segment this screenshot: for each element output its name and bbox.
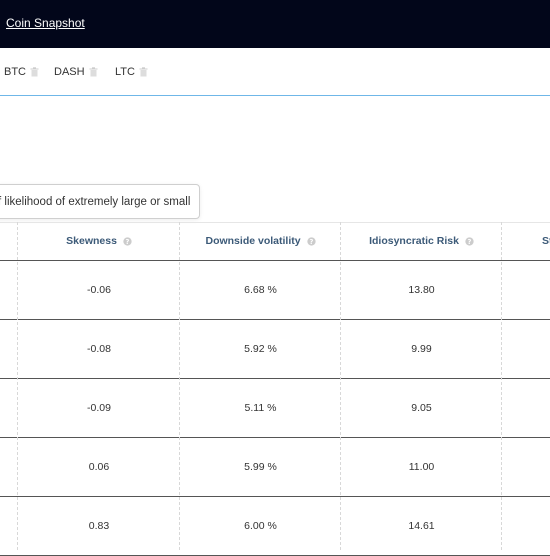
cell-downside-volatility: 5.11 % [244,402,277,414]
info-icon[interactable]: ? [306,237,316,246]
risk-metrics-table: Skewness ? Downside volatility ? Idiosyn… [0,222,550,556]
selected-coins-bar: BTC DASH LTC [0,48,550,96]
svg-text:?: ? [467,238,471,246]
metric-tooltip: f likelihood of extremely large or small [0,184,200,219]
trash-icon[interactable] [89,67,98,77]
column-header-skewness[interactable]: Skewness ? [18,223,180,260]
column-divider [17,222,18,550]
coin-label: LTC [115,66,135,78]
cell-skewness: -0.08 [87,343,111,355]
svg-text:?: ? [125,238,129,246]
cell-idiosyncratic-risk: 9.05 [411,402,432,414]
table-header-row: Skewness ? Downside volatility ? Idiosyn… [0,222,550,261]
column-divider [179,222,180,550]
column-header-downside-volatility[interactable]: Downside volatility ? [180,223,341,260]
trash-icon[interactable] [139,67,148,77]
info-icon[interactable]: ? [465,237,474,246]
column-header-partial[interactable]: St [542,235,550,247]
cell-idiosyncratic-risk: 13.80 [408,284,435,296]
coin-label: BTC [4,66,26,78]
cell-skewness: 0.83 [88,520,110,532]
cell-skewness: -0.09 [87,402,111,414]
trash-icon[interactable] [30,67,39,77]
top-navigation-bar: Coin Snapshot [0,0,550,48]
cell-skewness: 0.06 [88,461,110,473]
cell-downside-volatility: 5.99 % [244,461,277,473]
coin-chip-btc[interactable]: BTC [4,66,39,78]
table-row: -0.08 5.92 % 9.99 [0,320,550,379]
info-icon[interactable]: ? [123,237,132,246]
table-row: 0.06 5.99 % 11.00 [0,438,550,497]
svg-text:?: ? [309,238,313,246]
cell-idiosyncratic-risk: 11.00 [408,461,435,473]
cell-skewness: -0.06 [87,284,111,296]
cell-idiosyncratic-risk: 14.61 [408,520,435,532]
cell-idiosyncratic-risk: 9.99 [411,343,432,355]
table-row: -0.09 5.11 % 9.05 [0,379,550,438]
table-row: -0.06 6.68 % 13.80 [0,261,550,320]
coin-snapshot-link[interactable]: Coin Snapshot [6,16,85,30]
column-divider [501,222,502,550]
column-header-idiosyncratic-risk[interactable]: Idiosyncratic Risk ? [341,223,502,260]
cell-downside-volatility: 6.68 % [244,284,277,296]
tooltip-text: f likelihood of extremely large or small [0,196,191,208]
table-row: 0.83 6.00 % 14.61 [0,497,550,556]
column-divider [340,222,341,550]
cell-downside-volatility: 6.00 % [244,520,277,532]
cell-downside-volatility: 5.92 % [244,343,277,355]
coin-label: DASH [54,66,85,78]
coin-chip-dash[interactable]: DASH [54,66,98,78]
coin-chip-ltc[interactable]: LTC [115,66,148,78]
